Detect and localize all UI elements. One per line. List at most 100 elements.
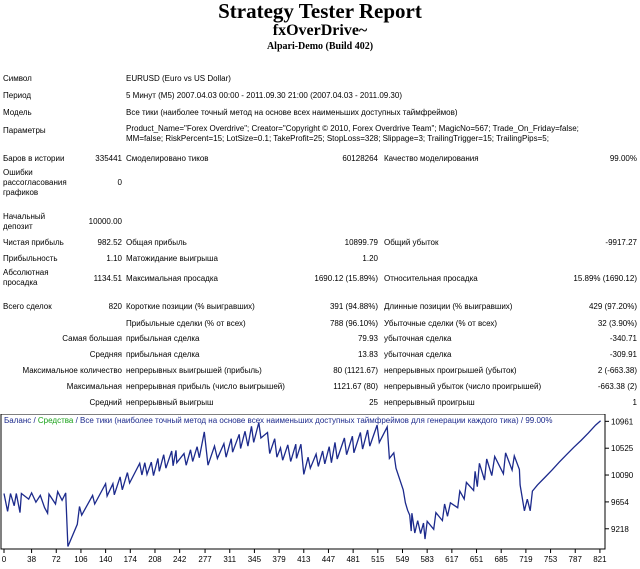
long-positions-label: Длинные позиции (% выигравших) xyxy=(384,302,513,311)
max-cons-profit-label: непрерывная прибыль (число выигрышей) xyxy=(126,382,285,391)
x-tick-label: 583 xyxy=(420,555,434,564)
max-cons-profit-value: 1121.67 (80) xyxy=(333,382,378,391)
x-tick-label: 447 xyxy=(322,555,336,564)
chart-plot-area xyxy=(0,414,606,550)
net-profit-value: 982.52 xyxy=(97,238,122,247)
largest-loss-label: убыточная сделка xyxy=(384,334,452,343)
y-tick-label: 10961 xyxy=(611,417,634,426)
bars-value: 335441 xyxy=(95,154,122,163)
chart-legend: Баланс / Средства / Все тики (наиболее т… xyxy=(4,416,552,425)
abs-drawdown-value: 1134.51 xyxy=(93,274,122,283)
errors-label: Ошибки рассогласования графиков xyxy=(3,168,67,197)
model-label: Модель xyxy=(3,108,32,117)
ticks-label: Смоделировано тиков xyxy=(126,154,209,163)
x-tick-label: 651 xyxy=(470,555,484,564)
maximal-label: Максимальная xyxy=(66,382,122,391)
average-loss-label: убыточная сделка xyxy=(384,350,452,359)
y-tick-label: 10090 xyxy=(611,471,634,480)
max-cons-loss-value: -663.38 (2) xyxy=(597,382,637,391)
legend-sep: / xyxy=(31,416,38,425)
x-tick-label: 549 xyxy=(396,555,410,564)
period-label: Период xyxy=(3,91,32,100)
profit-trades-label: Прибыльные сделки (% от всех) xyxy=(126,319,246,328)
period-value: 5 Минут (M5) 2007.04.03 00:00 - 2011.09.… xyxy=(126,91,402,100)
loss-trades-value: 32 (3.90%) xyxy=(597,319,637,328)
net-profit-label: Чистая прибыль xyxy=(3,238,64,247)
profit-factor-value: 1.10 xyxy=(106,254,122,263)
short-positions-value: 391 (94.88%) xyxy=(329,302,378,311)
ticks-value: 60128264 xyxy=(342,154,378,163)
model-value: Все тики (наиболее точный метод на основ… xyxy=(126,108,458,117)
x-tick-label: 174 xyxy=(124,555,138,564)
x-tick-label: 753 xyxy=(544,555,558,564)
profit-trades-value: 788 (96.10%) xyxy=(329,319,378,328)
max-drawdown-value: 1690.12 (15.89%) xyxy=(314,274,378,283)
x-tick-label: 0 xyxy=(2,555,7,564)
expert-name: fxOverDrive~ xyxy=(272,22,368,39)
deposit-value: 10000.00 xyxy=(88,217,122,226)
bars-label: Баров в истории xyxy=(3,154,65,163)
y-tick-label: 10525 xyxy=(611,444,634,453)
x-tick-label: 242 xyxy=(173,555,187,564)
max-cons-losses-label: непрерывных проигрышей (убыток) xyxy=(384,366,517,375)
max-cons-losses-value: 2 (-663.38) xyxy=(597,366,637,375)
x-tick-label: 311 xyxy=(223,555,236,564)
x-tick-label: 413 xyxy=(297,555,311,564)
x-tick-label: 787 xyxy=(569,555,583,564)
y-tick-label: 9654 xyxy=(611,498,629,507)
x-tick-label: 379 xyxy=(272,555,286,564)
errors-value: 0 xyxy=(117,178,122,187)
x-tick-label: 38 xyxy=(27,555,36,564)
payoff-label: Матожидание выигрыша xyxy=(126,254,218,263)
largest-profit-value: 79.93 xyxy=(357,334,378,343)
x-tick-label: 515 xyxy=(371,555,385,564)
x-tick-label: 719 xyxy=(519,555,533,564)
max-cons-loss-label: непрерывный убыток (число проигрышей) xyxy=(384,382,542,391)
x-tick-label: 72 xyxy=(52,555,61,564)
quality-value: 99.00% xyxy=(609,154,637,163)
max-cons-wins-label: непрерывных выигрышей (прибыль) xyxy=(126,366,262,375)
x-tick-label: 345 xyxy=(248,555,262,564)
legend-balance: Баланс xyxy=(4,416,31,425)
gross-profit-label: Общая прибыль xyxy=(126,238,187,247)
avg-losses-label: непрерывный проигрыш xyxy=(384,398,475,407)
max-drawdown-label: Максимальная просадка xyxy=(126,274,218,283)
rel-drawdown-label: Относительная просадка xyxy=(384,274,478,283)
y-tick-label: 9218 xyxy=(611,525,629,534)
report-title: Strategy Tester Report xyxy=(218,0,422,23)
params-line-1: Product_Name="Forex Overdrive"; Creator=… xyxy=(126,124,579,133)
x-tick-label: 277 xyxy=(198,555,212,564)
x-tick-label: 481 xyxy=(346,555,360,564)
balance-line xyxy=(3,420,602,547)
avg-label: Средний xyxy=(89,398,122,407)
x-tick-label: 821 xyxy=(593,555,607,564)
x-tick-label: 140 xyxy=(99,555,113,564)
largest-label: Самая большая xyxy=(62,334,122,343)
long-positions-value: 429 (97.20%) xyxy=(588,302,637,311)
max-cons-wins-value: 80 (1121.67) xyxy=(333,366,378,375)
x-tick-label: 685 xyxy=(495,555,509,564)
avg-losses-value: 1 xyxy=(632,398,637,407)
short-positions-label: Короткие позиции (% выигравших) xyxy=(126,302,255,311)
symbol-value: EURUSD (Euro vs US Dollar) xyxy=(126,74,231,83)
deposit-label: Начальный депозит xyxy=(3,212,46,231)
legend-rest: / Все тики (наиболее точный метод на осн… xyxy=(73,416,552,425)
server-name: Alpari-Demo (Build 402) xyxy=(266,41,374,52)
params-line-2: MM=false; RiskPercent=15; LotSize=0.1; T… xyxy=(126,134,549,143)
rel-drawdown-value: 15.89% (1690.12) xyxy=(573,274,637,283)
avg-wins-label: непрерывный выигрыш xyxy=(126,398,214,407)
average-label: Средняя xyxy=(89,350,122,359)
average-profit-value: 13.83 xyxy=(357,350,378,359)
payoff-value: 1.20 xyxy=(362,254,378,263)
average-profit-label: прибыльная сделка xyxy=(126,350,200,359)
params-label: Параметры xyxy=(3,126,46,135)
max-count-label: Максимальное количество xyxy=(22,366,122,375)
quality-label: Качество моделирования xyxy=(384,154,479,163)
x-tick-label: 106 xyxy=(74,555,88,564)
gross-profit-value: 10899.79 xyxy=(344,238,378,247)
symbol-label: Символ xyxy=(3,74,32,83)
average-loss-value: -309.91 xyxy=(609,350,637,359)
largest-loss-value: -340.71 xyxy=(609,334,637,343)
legend-equity: Средства xyxy=(38,416,74,425)
total-trades-label: Всего сделок xyxy=(3,302,52,311)
